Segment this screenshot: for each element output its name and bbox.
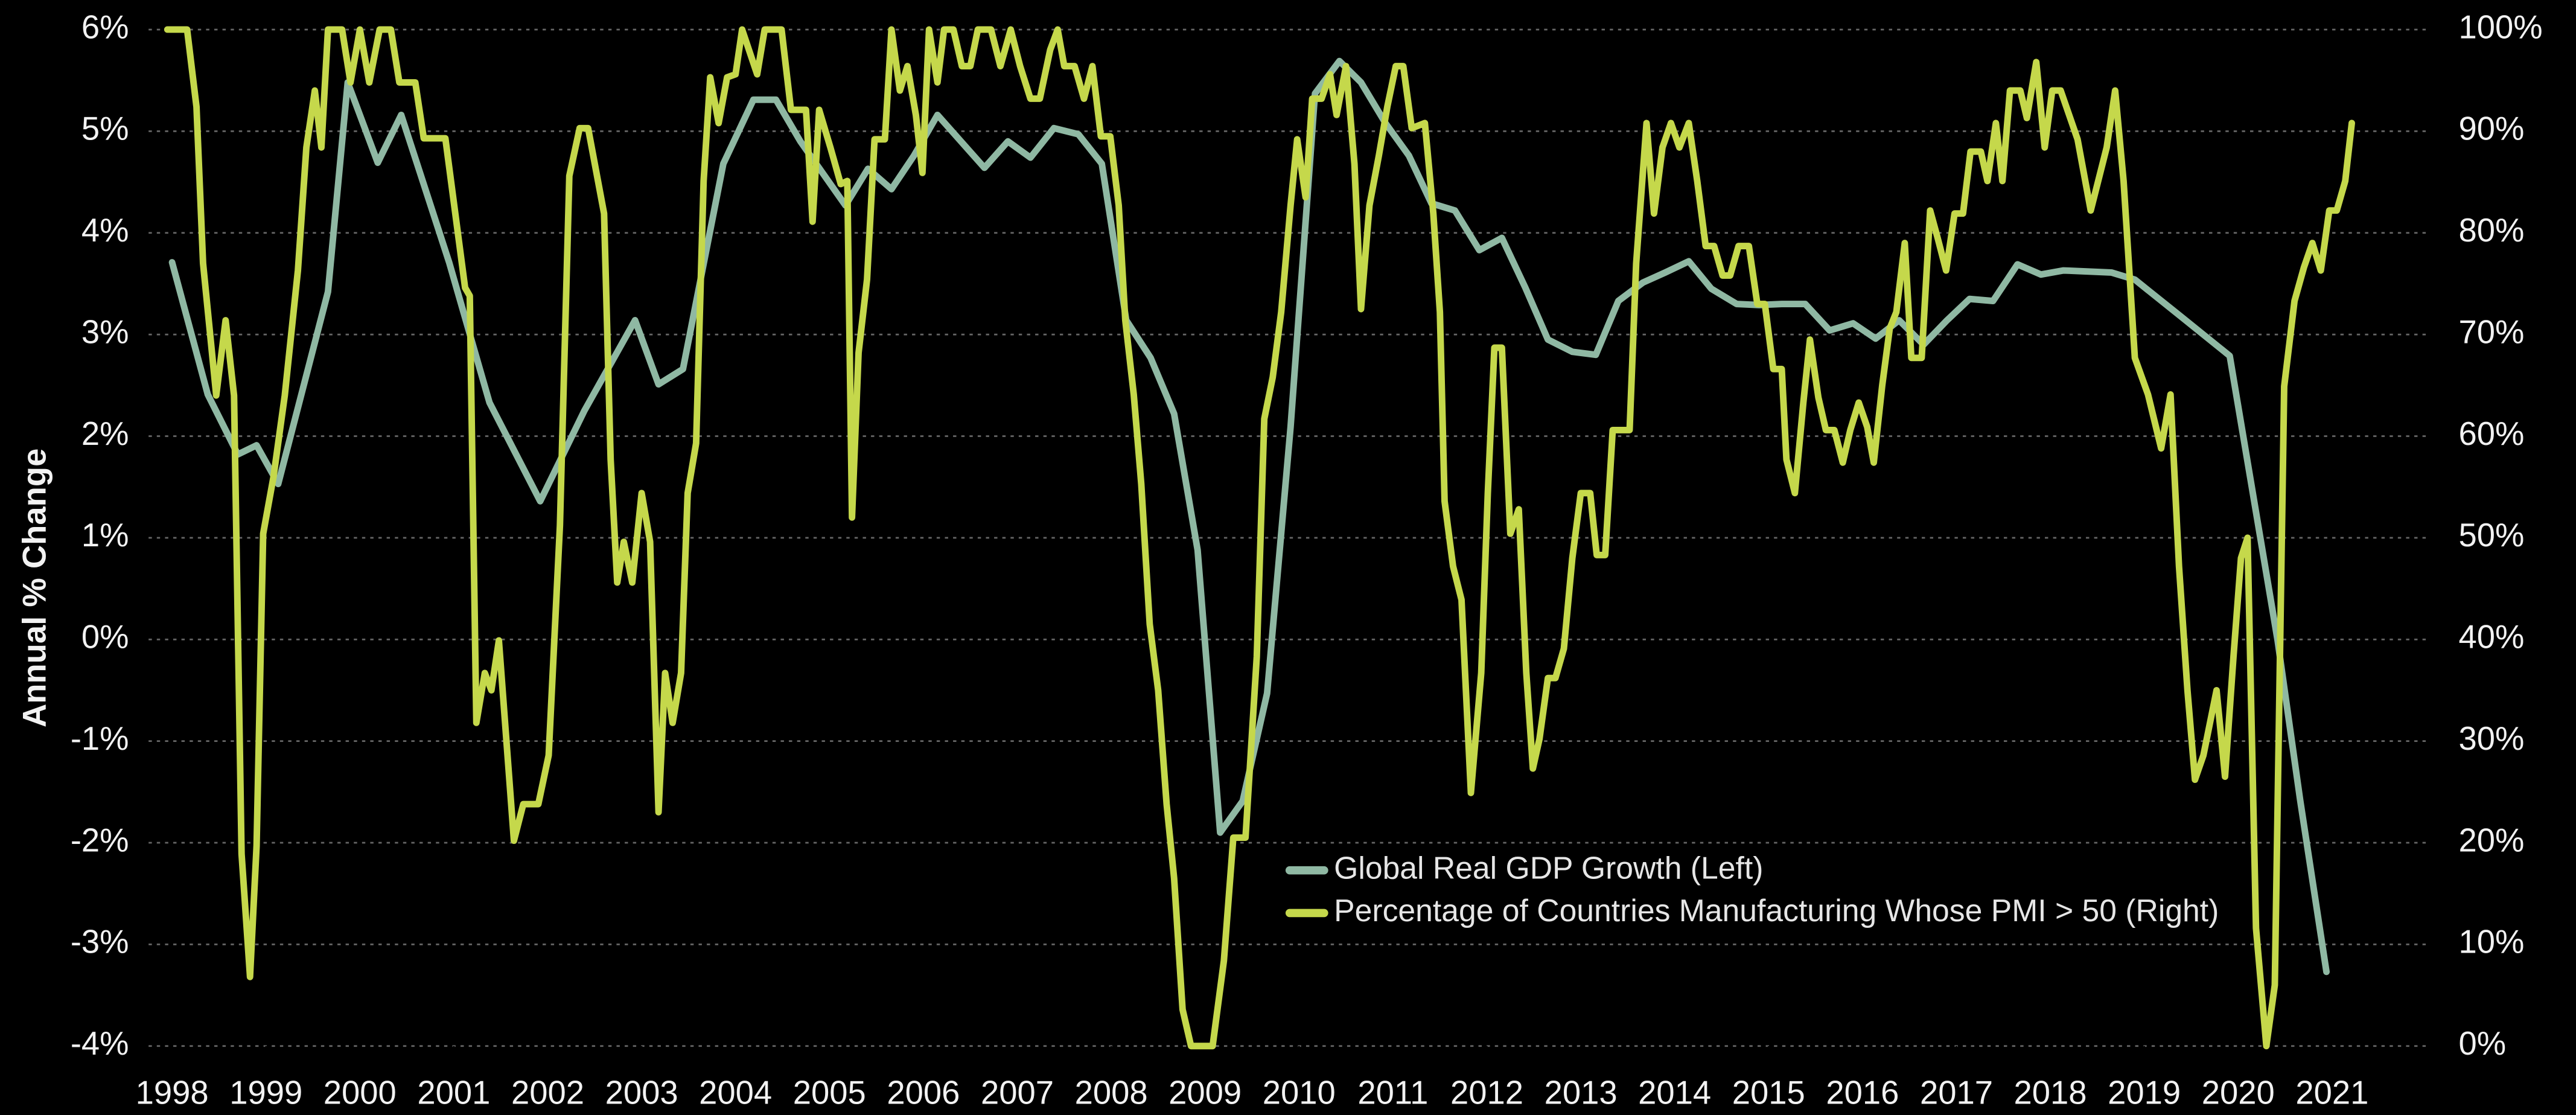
x-tick-label: 2007 [981,1075,1054,1111]
y2-tick-label: 50% [2458,517,2524,554]
y2-tick-label: 90% [2458,110,2524,147]
y-tick-label: 4% [81,212,129,249]
y2-tick-label: 20% [2458,822,2524,858]
y-tick-label: -3% [71,924,129,960]
y-tick-label: 1% [81,517,129,554]
x-tick-label: 2001 [417,1075,490,1111]
y2-tick-label: 70% [2458,313,2524,350]
legend-label: Percentage of Countries Manufacturing Wh… [1334,893,2219,928]
x-tick-label: 2020 [2202,1075,2275,1111]
y2-tick-label: 0% [2458,1025,2506,1062]
x-tick-label: 2010 [1263,1075,1336,1111]
y2-tick-label: 60% [2458,415,2524,452]
y-axis-label: Annual % Change [16,449,53,727]
y2-tick-label: 40% [2458,619,2524,656]
y2-tick-label: 80% [2458,212,2524,249]
x-tick-label: 1998 [136,1075,209,1111]
y-tick-label: -2% [71,822,129,858]
x-tick-label: 2015 [1732,1075,1805,1111]
series-line [164,26,2355,1050]
y-tick-label: -1% [71,720,129,757]
x-tick-label: 2002 [511,1075,584,1111]
y2-tick-label: 30% [2458,720,2524,757]
y2-tick-label: 10% [2458,924,2524,960]
x-tick-label: 2021 [2295,1075,2368,1111]
legend-label: Global Real GDP Growth (Left) [1334,850,1763,885]
x-tick-label: 2008 [1075,1075,1148,1111]
y-tick-label: -4% [71,1025,129,1062]
x-tick-label: 2013 [1545,1075,1618,1111]
x-tick-label: 2016 [1826,1075,1899,1111]
x-tick-label: 2019 [2108,1075,2181,1111]
x-tick-label: 2003 [605,1075,678,1111]
y-tick-label: 3% [81,313,129,350]
x-tick-label: 2009 [1168,1075,1242,1111]
x-tick-label: 2004 [699,1075,772,1111]
y-tick-label: 5% [81,110,129,147]
x-tick-label: 2017 [1920,1075,1993,1111]
x-tick-label: 2011 [1357,1075,1428,1111]
x-tick-label: 2000 [324,1075,397,1111]
x-tick-label: 2014 [1638,1075,1711,1111]
x-tick-label: 1999 [229,1075,302,1111]
x-tick-label: 2006 [887,1075,960,1111]
y-tick-label: 6% [81,8,129,45]
y-tick-label: 0% [81,619,129,656]
x-tick-label: 2012 [1450,1075,1523,1111]
x-tick-label: 2018 [2014,1075,2087,1111]
y2-tick-label: 100% [2458,8,2542,45]
y-tick-label: 2% [81,415,129,452]
x-tick-label: 2005 [793,1075,866,1111]
